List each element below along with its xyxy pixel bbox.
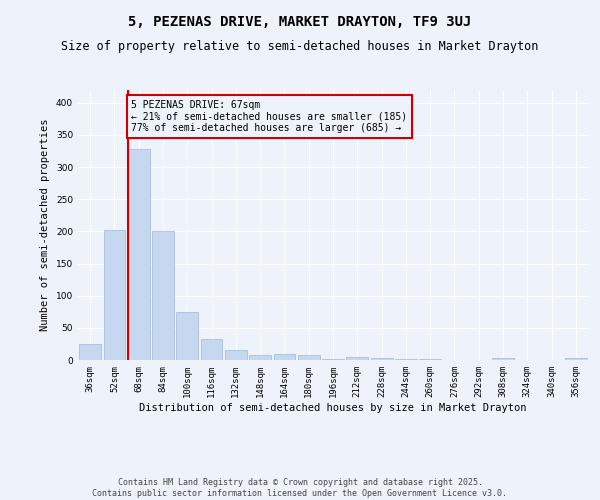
X-axis label: Distribution of semi-detached houses by size in Market Drayton: Distribution of semi-detached houses by … <box>139 402 527 412</box>
Y-axis label: Number of semi-detached properties: Number of semi-detached properties <box>40 118 50 331</box>
Bar <box>322 358 344 360</box>
Text: Contains HM Land Registry data © Crown copyright and database right 2025.
Contai: Contains HM Land Registry data © Crown c… <box>92 478 508 498</box>
Bar <box>274 354 295 360</box>
Bar <box>249 355 271 360</box>
Bar <box>395 358 417 360</box>
Bar <box>152 232 174 360</box>
Bar <box>298 355 320 360</box>
Bar <box>104 230 125 360</box>
Bar <box>371 358 392 360</box>
Text: 5, PEZENAS DRIVE, MARKET DRAYTON, TF9 3UJ: 5, PEZENAS DRIVE, MARKET DRAYTON, TF9 3U… <box>128 15 472 29</box>
Text: Size of property relative to semi-detached houses in Market Drayton: Size of property relative to semi-detach… <box>61 40 539 53</box>
Bar <box>419 358 441 360</box>
Bar <box>565 358 587 360</box>
Bar <box>176 312 198 360</box>
Text: 5 PEZENAS DRIVE: 67sqm
← 21% of semi-detached houses are smaller (185)
77% of se: 5 PEZENAS DRIVE: 67sqm ← 21% of semi-det… <box>131 100 407 133</box>
Bar <box>346 358 368 360</box>
Bar <box>200 339 223 360</box>
Bar <box>79 344 101 360</box>
Bar <box>128 149 149 360</box>
Bar <box>492 358 514 360</box>
Bar <box>225 350 247 360</box>
